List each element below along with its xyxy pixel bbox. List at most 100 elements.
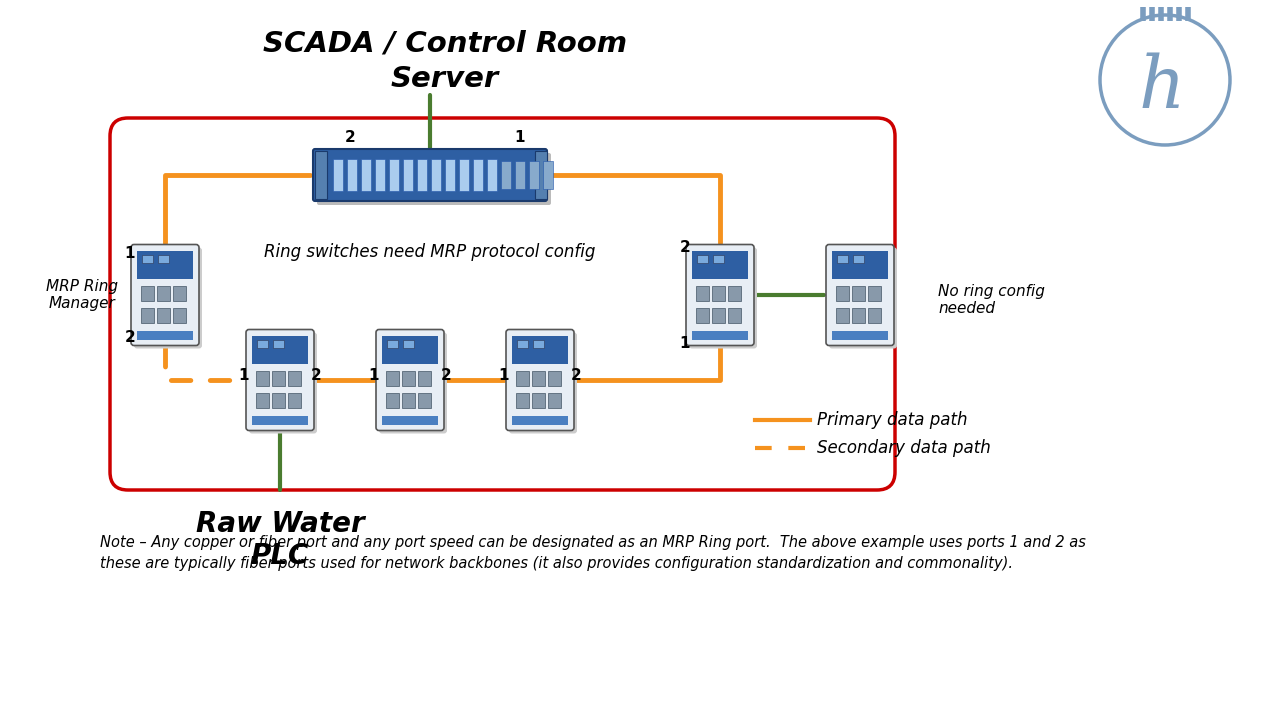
Bar <box>387 392 399 408</box>
Text: 1: 1 <box>239 367 250 382</box>
Text: Note – Any copper or fiber port and any port speed can be designated as an MRP R: Note – Any copper or fiber port and any … <box>100 535 1085 571</box>
Bar <box>728 307 741 323</box>
Bar <box>141 286 154 300</box>
Bar <box>173 286 186 300</box>
Text: 1: 1 <box>515 130 525 145</box>
Text: 2: 2 <box>680 240 690 254</box>
Bar <box>837 254 849 263</box>
Text: 2: 2 <box>344 130 356 145</box>
FancyBboxPatch shape <box>379 333 447 433</box>
Text: 1: 1 <box>680 336 690 351</box>
FancyBboxPatch shape <box>686 245 754 346</box>
Bar <box>852 254 864 263</box>
Bar <box>381 415 438 425</box>
Bar <box>516 371 529 385</box>
Bar <box>515 161 525 189</box>
Bar <box>419 392 431 408</box>
Bar <box>403 159 413 191</box>
Text: Primary data path: Primary data path <box>817 411 968 429</box>
Bar <box>535 151 547 199</box>
Text: h: h <box>1139 53 1185 123</box>
FancyBboxPatch shape <box>689 248 756 348</box>
Bar <box>474 159 483 191</box>
FancyBboxPatch shape <box>317 153 550 205</box>
Bar <box>252 415 308 425</box>
FancyBboxPatch shape <box>826 245 893 346</box>
Bar <box>868 307 881 323</box>
Bar <box>836 286 849 300</box>
Bar <box>157 254 169 263</box>
Text: SCADA / Control Room
Server: SCADA / Control Room Server <box>262 30 627 93</box>
Bar <box>375 159 385 191</box>
Bar <box>315 151 326 199</box>
Bar <box>692 330 748 340</box>
Text: 1: 1 <box>124 246 136 261</box>
Bar <box>517 340 529 348</box>
Text: Secondary data path: Secondary data path <box>817 439 991 457</box>
Bar <box>256 392 269 408</box>
Bar <box>692 251 748 279</box>
FancyBboxPatch shape <box>506 330 573 431</box>
FancyBboxPatch shape <box>829 248 897 348</box>
FancyBboxPatch shape <box>246 330 314 431</box>
Bar <box>529 161 539 189</box>
Bar <box>273 340 284 348</box>
Bar <box>157 286 170 300</box>
Bar <box>532 392 545 408</box>
Text: MRP Ring
Manager: MRP Ring Manager <box>46 279 118 311</box>
Bar <box>445 159 454 191</box>
Bar <box>387 340 398 348</box>
Bar <box>381 336 438 364</box>
FancyBboxPatch shape <box>314 149 547 201</box>
Bar <box>387 371 399 385</box>
Bar <box>543 161 553 189</box>
Bar <box>532 371 545 385</box>
Bar <box>256 371 269 385</box>
Text: 2: 2 <box>440 367 452 382</box>
Bar <box>512 336 568 364</box>
Bar <box>417 159 428 191</box>
Bar <box>832 330 888 340</box>
Bar <box>347 159 357 191</box>
Bar <box>500 161 511 189</box>
Bar <box>333 159 343 191</box>
Text: Raw Water
PLC: Raw Water PLC <box>196 510 365 570</box>
Text: Ring switches need MRP protocol config: Ring switches need MRP protocol config <box>264 243 595 261</box>
Bar <box>460 159 468 191</box>
Bar <box>361 159 371 191</box>
Bar <box>852 307 865 323</box>
Bar <box>712 307 724 323</box>
Text: 2: 2 <box>311 367 321 382</box>
Bar <box>532 340 544 348</box>
Bar <box>712 286 724 300</box>
Bar <box>836 307 849 323</box>
Bar <box>486 159 497 191</box>
Bar <box>402 392 415 408</box>
FancyBboxPatch shape <box>376 330 444 431</box>
Bar <box>548 371 561 385</box>
Text: 1: 1 <box>499 367 509 382</box>
FancyBboxPatch shape <box>131 245 198 346</box>
Bar <box>257 340 268 348</box>
Bar <box>419 371 431 385</box>
Bar <box>389 159 399 191</box>
Bar <box>698 254 708 263</box>
Text: 2: 2 <box>571 367 581 382</box>
Bar <box>273 392 285 408</box>
Bar <box>288 371 301 385</box>
Bar <box>403 340 413 348</box>
Bar <box>832 251 888 279</box>
Bar <box>288 392 301 408</box>
Bar <box>142 254 154 263</box>
FancyBboxPatch shape <box>509 333 577 433</box>
FancyBboxPatch shape <box>250 333 317 433</box>
Bar <box>173 307 186 323</box>
Bar <box>713 254 724 263</box>
Bar <box>868 286 881 300</box>
Bar <box>137 330 193 340</box>
Bar <box>696 307 709 323</box>
Text: 2: 2 <box>124 330 136 344</box>
Bar <box>252 336 308 364</box>
Bar <box>431 159 442 191</box>
Bar <box>137 251 193 279</box>
